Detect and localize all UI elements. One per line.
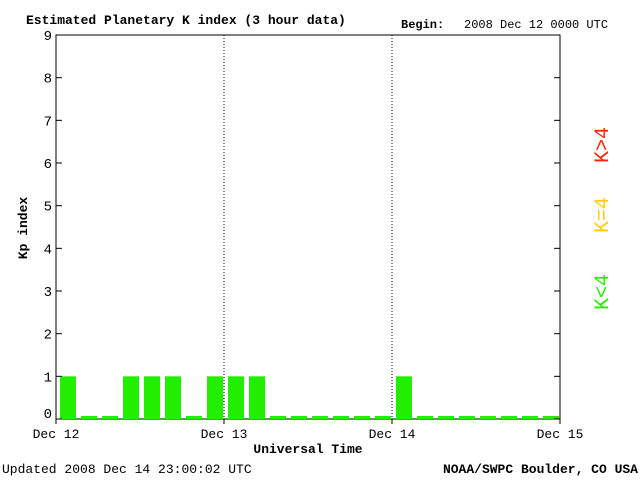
bar <box>165 376 181 419</box>
updated-line: Updated 2008 Dec 14 23:00:02 UTC <box>2 462 252 477</box>
y-tick-label: 7 <box>44 114 52 130</box>
bar <box>396 376 412 419</box>
x-tick-label: Dec 12 <box>33 427 80 442</box>
bar <box>291 416 307 419</box>
bar <box>543 416 559 419</box>
bar <box>459 416 475 419</box>
bar <box>333 416 349 419</box>
bar <box>144 376 160 419</box>
day-dividers <box>223 35 393 419</box>
x-tick-label: Dec 13 <box>201 427 248 442</box>
bar <box>81 416 97 419</box>
x-axis: Dec 12 Dec 13 Dec 14 Dec 15 <box>33 419 584 442</box>
bar <box>228 376 244 419</box>
y-tick-label: 0 <box>44 407 52 423</box>
y-tick-label: 9 <box>44 29 52 45</box>
x-tick-label: Dec 14 <box>369 427 416 442</box>
y-tick-label: 3 <box>44 285 52 301</box>
credit-text: NOAA/SWPC Boulder, CO USA <box>443 462 638 477</box>
bar <box>186 416 202 419</box>
bar <box>375 416 391 419</box>
y-axis: 0 1 2 3 4 5 6 7 8 9 <box>44 29 560 423</box>
y-tick-label: 6 <box>44 157 52 173</box>
bar <box>60 376 76 419</box>
x-axis-label: Universal Time <box>253 442 362 457</box>
x-tick-label: Dec 15 <box>537 427 584 442</box>
begin-label: Begin: <box>401 18 444 32</box>
bar <box>123 376 139 419</box>
bar <box>438 416 454 419</box>
plot-frame <box>55 34 561 420</box>
legend-item: K>4 <box>592 127 615 163</box>
bar-series <box>60 376 559 419</box>
bar <box>270 416 286 419</box>
y-axis-label: Kp index <box>16 197 31 260</box>
bar <box>102 416 118 419</box>
y-tick-label: 1 <box>44 370 52 386</box>
updated-label: Updated <box>2 462 57 477</box>
begin-value: 2008 Dec 12 0000 UTC <box>464 18 608 32</box>
updated-value: 2008 Dec 14 23:00:02 UTC <box>64 462 251 477</box>
bar <box>354 416 370 419</box>
bar <box>501 416 517 419</box>
bar <box>417 416 433 419</box>
bar <box>207 376 223 419</box>
bar <box>249 376 265 419</box>
y-tick-label: 8 <box>44 72 52 88</box>
y-tick-label: 5 <box>44 200 52 216</box>
bar <box>480 416 496 419</box>
legend-item: K=4 <box>592 197 615 233</box>
y-tick-label: 2 <box>44 328 52 344</box>
y-tick-label: 4 <box>44 242 52 258</box>
legend-item: K<4 <box>592 274 615 310</box>
chart-title: Estimated Planetary K index (3 hour data… <box>26 13 346 28</box>
legend: K>4 K=4 K<4 <box>592 127 615 310</box>
bar <box>522 416 538 419</box>
bar <box>312 416 328 419</box>
